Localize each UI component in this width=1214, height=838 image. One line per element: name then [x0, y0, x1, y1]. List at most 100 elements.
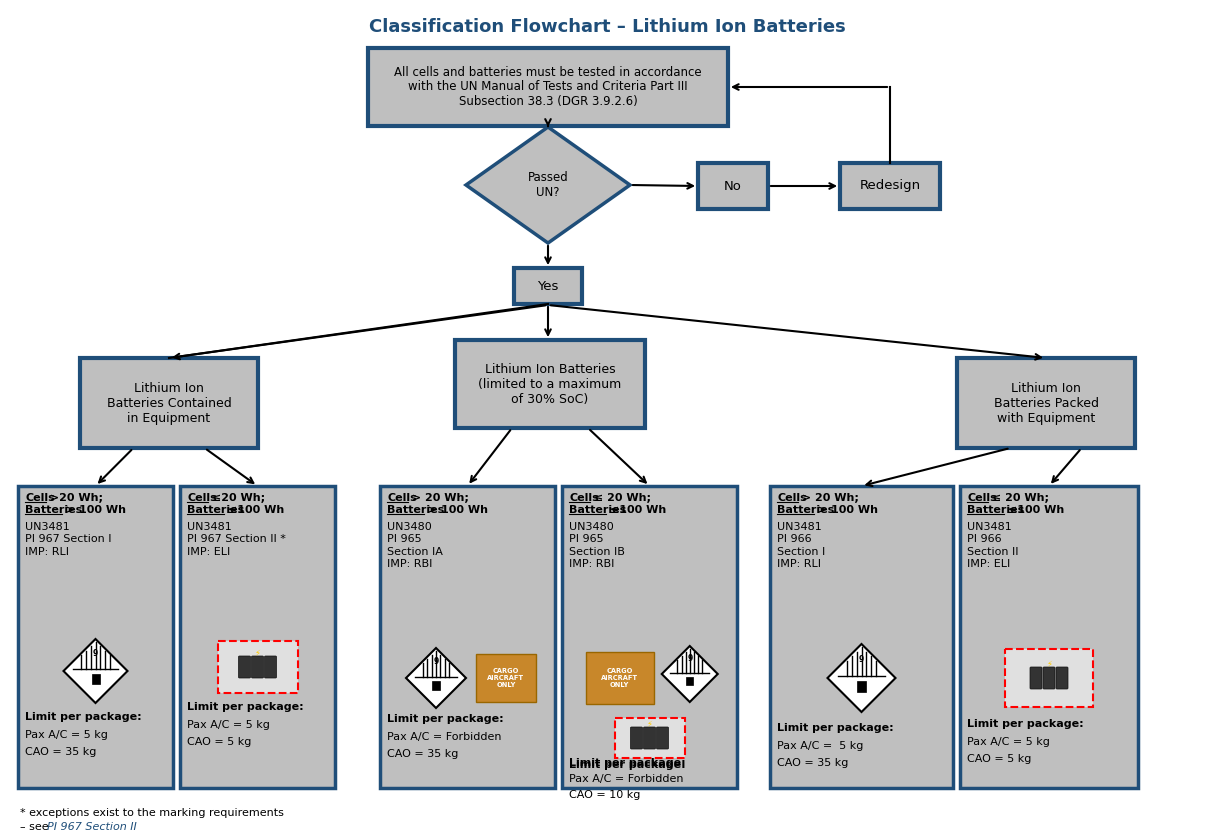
FancyBboxPatch shape	[614, 718, 685, 758]
FancyBboxPatch shape	[1005, 649, 1093, 707]
FancyBboxPatch shape	[840, 163, 940, 209]
FancyBboxPatch shape	[770, 486, 953, 788]
Text: ≤ 20 Wh;: ≤ 20 Wh;	[590, 493, 651, 503]
Text: Limit per package:: Limit per package:	[968, 719, 1084, 729]
Text: IMP: RBI: IMP: RBI	[569, 559, 614, 569]
Polygon shape	[405, 648, 466, 708]
Text: CAO = 35 kg: CAO = 35 kg	[777, 758, 849, 768]
Text: >20 Wh;: >20 Wh;	[46, 493, 103, 503]
Text: Batteries: Batteries	[968, 505, 1025, 515]
Text: ≤ 20 Wh;: ≤ 20 Wh;	[988, 493, 1049, 503]
Text: IMP: ELI: IMP: ELI	[187, 546, 231, 556]
FancyBboxPatch shape	[698, 163, 768, 209]
Text: Section IB: Section IB	[569, 546, 625, 556]
Text: All cells and batteries must be tested in accordance
with the UN Manual of Tests: All cells and batteries must be tested i…	[395, 65, 702, 108]
Polygon shape	[466, 127, 630, 243]
Text: Cells: Cells	[569, 493, 599, 503]
FancyBboxPatch shape	[1043, 667, 1055, 689]
Text: CAO = 10 kg: CAO = 10 kg	[569, 790, 640, 800]
FancyBboxPatch shape	[265, 656, 277, 678]
FancyBboxPatch shape	[1029, 667, 1042, 689]
Text: Passed
UN?: Passed UN?	[528, 171, 568, 199]
Text: Pax A/C = 5 kg: Pax A/C = 5 kg	[25, 730, 108, 740]
Text: ≤100 Wh: ≤100 Wh	[225, 505, 285, 515]
Text: Lithium Ion
Batteries Packed
with Equipment: Lithium Ion Batteries Packed with Equipm…	[993, 381, 1099, 425]
Text: 9: 9	[433, 657, 438, 666]
Text: Cells: Cells	[25, 493, 55, 503]
FancyBboxPatch shape	[960, 486, 1138, 788]
Text: CARGO
AIRCRAFT
ONLY: CARGO AIRCRAFT ONLY	[488, 668, 524, 688]
Text: CAO = 35 kg: CAO = 35 kg	[387, 749, 459, 759]
Text: PI 966: PI 966	[777, 534, 812, 544]
Polygon shape	[662, 646, 717, 702]
Text: Cells: Cells	[968, 493, 997, 503]
Text: > 20 Wh;: > 20 Wh;	[408, 493, 469, 503]
Text: > 100 Wh: > 100 Wh	[425, 505, 488, 515]
Text: ⚡: ⚡	[647, 720, 652, 728]
Text: UN3481: UN3481	[25, 522, 69, 532]
Text: Batteries: Batteries	[777, 505, 834, 515]
FancyBboxPatch shape	[368, 48, 728, 126]
Text: 9: 9	[93, 649, 98, 658]
Text: ≤100 Wh: ≤100 Wh	[607, 505, 666, 515]
Text: ≤100 Wh: ≤100 Wh	[1004, 505, 1065, 515]
Text: Limit per package:: Limit per package:	[777, 723, 894, 733]
Text: Limit per package:: Limit per package:	[187, 702, 304, 712]
Text: Lithium Ion
Batteries Contained
in Equipment: Lithium Ion Batteries Contained in Equip…	[107, 381, 232, 425]
Text: IMP: RLI: IMP: RLI	[777, 559, 821, 569]
Text: Yes: Yes	[538, 280, 558, 292]
Text: Limit per package:: Limit per package:	[569, 758, 686, 768]
Text: Batteries: Batteries	[187, 505, 244, 515]
Text: Cells: Cells	[387, 493, 416, 503]
Text: * exceptions exist to the marking requirements: * exceptions exist to the marking requir…	[19, 808, 284, 818]
FancyBboxPatch shape	[643, 727, 656, 749]
Text: UN3481: UN3481	[777, 522, 822, 532]
FancyBboxPatch shape	[18, 486, 174, 788]
FancyBboxPatch shape	[238, 656, 250, 678]
Text: Section IA: Section IA	[387, 546, 443, 556]
Text: Redesign: Redesign	[860, 179, 920, 193]
Text: No: No	[724, 179, 742, 193]
Text: IMP: RLI: IMP: RLI	[25, 546, 69, 556]
Text: Limit per package:: Limit per package:	[569, 760, 686, 770]
Text: Pax A/C = 5 kg: Pax A/C = 5 kg	[968, 737, 1050, 747]
FancyBboxPatch shape	[217, 641, 297, 693]
Text: > 20 Wh;: > 20 Wh;	[798, 493, 858, 503]
Text: 9: 9	[687, 654, 692, 663]
Text: Limit per package:: Limit per package:	[25, 712, 142, 722]
FancyBboxPatch shape	[251, 656, 263, 678]
Text: > 100 Wh: > 100 Wh	[62, 505, 126, 515]
FancyBboxPatch shape	[455, 340, 645, 428]
Text: Section II: Section II	[968, 546, 1019, 556]
Text: Pax A/C =  5 kg: Pax A/C = 5 kg	[777, 741, 863, 751]
Text: PI 967 Section II: PI 967 Section II	[47, 822, 137, 832]
FancyBboxPatch shape	[380, 486, 555, 788]
FancyBboxPatch shape	[80, 358, 259, 448]
Text: Lithium Ion Batteries
(limited to a maximum
of 30% SoC): Lithium Ion Batteries (limited to a maxi…	[478, 363, 622, 406]
FancyBboxPatch shape	[657, 727, 669, 749]
Text: Cells: Cells	[777, 493, 807, 503]
FancyBboxPatch shape	[1056, 667, 1068, 689]
Text: IMP: ELI: IMP: ELI	[968, 559, 1010, 569]
FancyBboxPatch shape	[476, 654, 537, 702]
FancyBboxPatch shape	[180, 486, 335, 788]
Text: – see: – see	[19, 822, 52, 832]
FancyBboxPatch shape	[857, 681, 866, 691]
FancyBboxPatch shape	[585, 652, 654, 704]
Text: IMP: RBI: IMP: RBI	[387, 559, 432, 569]
FancyBboxPatch shape	[91, 675, 100, 684]
Text: Pax A/C = Forbidden: Pax A/C = Forbidden	[569, 774, 683, 784]
Text: UN3481: UN3481	[968, 522, 1011, 532]
FancyBboxPatch shape	[514, 268, 582, 304]
Text: CAO = 5 kg: CAO = 5 kg	[968, 754, 1032, 764]
Text: PI 966: PI 966	[968, 534, 1002, 544]
Polygon shape	[828, 644, 896, 712]
Text: ≤20 Wh;: ≤20 Wh;	[208, 493, 265, 503]
Text: ⚡: ⚡	[255, 649, 261, 658]
Text: PI 965: PI 965	[387, 534, 421, 544]
Text: CAO = 5 kg: CAO = 5 kg	[187, 737, 251, 747]
Text: Section I: Section I	[777, 546, 826, 556]
FancyBboxPatch shape	[630, 727, 642, 749]
Text: PI 967 Section I: PI 967 Section I	[25, 534, 112, 544]
Text: Classification Flowchart – Lithium Ion Batteries: Classification Flowchart – Lithium Ion B…	[369, 18, 845, 36]
